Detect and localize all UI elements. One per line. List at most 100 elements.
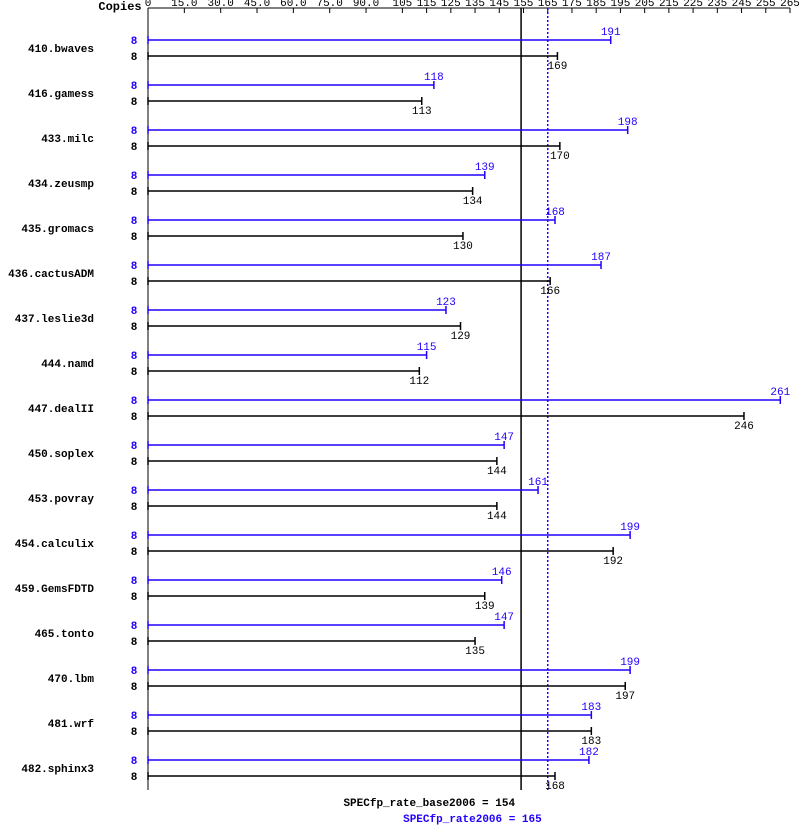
benchmark-label: 435.gromacs [21,224,94,236]
peak-value: 161 [528,477,548,489]
peak-value: 183 [581,702,601,714]
benchmark-label: 447.dealII [28,404,94,416]
x-tick-label: 45.0 [244,0,270,10]
peak-value: 118 [424,72,444,84]
copies-peak: 8 [131,531,138,543]
copies-peak: 8 [131,486,138,498]
base-value: 246 [734,421,754,433]
benchmark-label: 470.lbm [48,674,95,686]
copies-peak: 8 [131,126,138,138]
benchmark-label: 444.namd [41,359,94,371]
x-tick-label: 255 [756,0,776,10]
copies-base: 8 [131,682,138,694]
x-tick-label: 135 [465,0,485,10]
peak-value: 147 [494,612,514,624]
peak-value: 168 [545,207,565,219]
peak-value: 199 [620,522,640,534]
copies-base: 8 [131,592,138,604]
base-value: 144 [487,466,507,478]
copies-peak: 8 [131,621,138,633]
copies-peak: 8 [131,81,138,93]
x-tick-label: 155 [514,0,534,10]
peak-value: 139 [475,162,495,174]
peak-value: 191 [601,27,621,39]
copies-peak: 8 [131,396,138,408]
x-tick-label: 15.0 [171,0,197,10]
copies-base: 8 [131,142,138,154]
base-value: 144 [487,511,507,523]
x-tick-label: 215 [659,0,679,10]
copies-peak: 8 [131,576,138,588]
x-tick-label: 60.0 [280,0,306,10]
x-tick-label: 75.0 [316,0,342,10]
copies-base: 8 [131,637,138,649]
benchmark-label: 410.bwaves [28,44,94,56]
copies-peak: 8 [131,756,138,768]
ref-label-base: SPECfp_rate_base2006 = 154 [343,798,515,810]
copies-peak: 8 [131,666,138,678]
copies-base: 8 [131,97,138,109]
peak-value: 123 [436,297,456,309]
copies-base: 8 [131,277,138,289]
benchmark-label: 434.zeusmp [28,179,94,191]
specfp-rate-chart: 015.030.045.060.075.090.0105115125135145… [0,0,799,831]
copies-peak: 8 [131,36,138,48]
base-value: 134 [463,196,483,208]
copies-base: 8 [131,367,138,379]
benchmark-label: 436.cactusADM [8,269,94,281]
copies-base: 8 [131,412,138,424]
x-tick-label: 195 [611,0,631,10]
copies-peak: 8 [131,306,138,318]
base-value: 129 [451,331,471,343]
x-tick-label: 125 [441,0,461,10]
peak-value: 261 [770,387,790,399]
x-tick-label: 185 [586,0,606,10]
x-tick-label: 245 [732,0,752,10]
copies-base: 8 [131,772,138,784]
copies-base: 8 [131,457,138,469]
benchmark-label: 433.milc [41,134,94,146]
base-value: 135 [465,646,485,658]
peak-value: 199 [620,657,640,669]
benchmark-label: 465.tonto [35,629,95,641]
x-tick-label: 115 [417,0,437,10]
benchmark-label: 481.wrf [48,719,95,731]
x-tick-label: 235 [707,0,727,10]
base-value: 139 [475,601,495,613]
copies-peak: 8 [131,261,138,273]
copies-peak: 8 [131,171,138,183]
base-value: 197 [615,691,635,703]
copies-base: 8 [131,727,138,739]
benchmark-label: 453.povray [28,494,94,506]
benchmark-label: 454.calculix [15,539,95,551]
peak-value: 115 [417,342,437,354]
x-tick-label: 265 [780,0,799,10]
benchmark-label: 450.soplex [28,449,94,461]
base-value: 112 [409,376,429,388]
ref-label-peak: SPECfp_rate2006 = 165 [403,814,542,826]
base-value: 192 [603,556,623,568]
peak-value: 146 [492,567,512,579]
base-value: 168 [545,781,565,793]
base-value: 166 [540,286,560,298]
copies-base: 8 [131,187,138,199]
peak-value: 147 [494,432,514,444]
base-value: 130 [453,241,473,253]
benchmark-label: 416.gamess [28,89,94,101]
peak-value: 198 [618,117,638,129]
copies-peak: 8 [131,351,138,363]
copies-header: Copies [98,0,141,14]
copies-peak: 8 [131,711,138,723]
copies-base: 8 [131,52,138,64]
copies-peak: 8 [131,216,138,228]
benchmark-label: 482.sphinx3 [21,764,94,776]
base-value: 113 [412,106,432,118]
benchmark-label: 437.leslie3d [15,314,94,326]
base-value: 169 [548,61,568,73]
peak-value: 187 [591,252,611,264]
copies-peak: 8 [131,441,138,453]
copies-base: 8 [131,322,138,334]
copies-base: 8 [131,547,138,559]
copies-base: 8 [131,502,138,514]
benchmark-label: 459.GemsFDTD [15,584,95,596]
